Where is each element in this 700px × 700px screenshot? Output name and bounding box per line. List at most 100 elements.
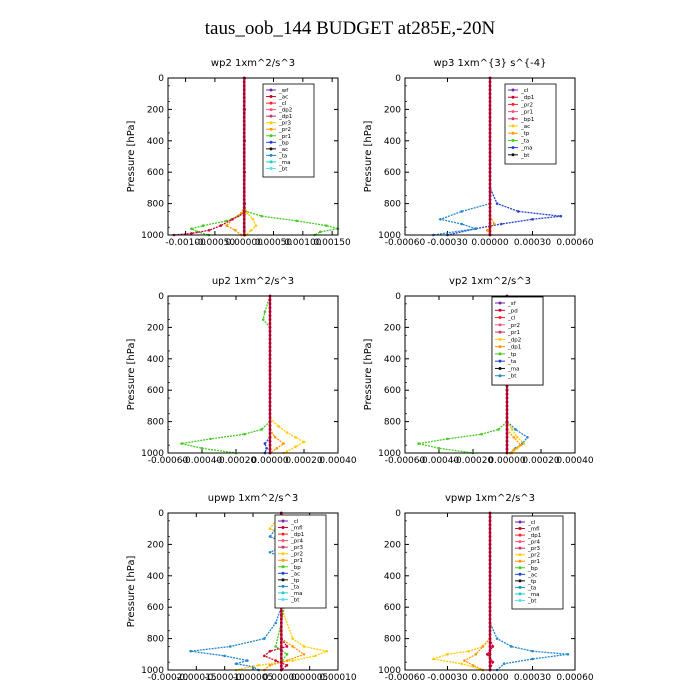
y-tick-label: 0	[158, 509, 164, 519]
legend-marker	[269, 95, 273, 99]
profile-marker	[268, 345, 272, 349]
y-tick-label: 600	[384, 603, 401, 613]
profile-marker	[242, 221, 246, 225]
data-point	[294, 445, 297, 449]
legend-marker	[281, 591, 285, 595]
x-tick-label: 0.00040	[319, 456, 356, 466]
profile-marker	[268, 357, 272, 361]
panel-title: vp2 1xm^2/s^3	[449, 276, 531, 287]
profile-marker	[268, 435, 272, 439]
profile-marker	[242, 115, 246, 119]
data-point	[514, 428, 517, 431]
data-point	[263, 442, 267, 445]
profile-marker	[268, 341, 272, 345]
profile-marker	[268, 318, 272, 321]
legend-marker	[269, 88, 273, 92]
profile-marker	[488, 590, 492, 593]
plot-frame	[167, 295, 339, 454]
legend-entry: _ta	[290, 584, 299, 590]
profile-marker	[268, 361, 272, 365]
legend-marker	[498, 345, 502, 349]
profile-marker	[505, 420, 509, 423]
data-point	[200, 446, 204, 450]
profile-marker	[505, 447, 509, 451]
legend-entry: _ac	[278, 147, 288, 153]
x-tick-label: 0.00150	[314, 238, 351, 248]
profile-marker	[488, 166, 492, 170]
legend-marker	[498, 323, 502, 327]
data-point	[417, 442, 420, 445]
profile-marker	[505, 431, 509, 435]
profile-marker	[505, 384, 509, 388]
profile-marker	[488, 147, 492, 151]
profile-marker	[279, 637, 283, 640]
profile-marker	[242, 147, 246, 151]
data-point	[285, 663, 289, 667]
profile-marker	[242, 119, 246, 123]
data-point	[460, 210, 463, 213]
profile-marker	[242, 92, 246, 96]
profile-marker	[279, 660, 283, 664]
legend-marker	[518, 520, 522, 524]
y-tick-label: 800	[147, 418, 164, 428]
profile-marker	[242, 178, 246, 182]
legend-marker	[518, 533, 522, 537]
y-tick-label: 200	[384, 105, 401, 115]
profile-marker	[279, 648, 283, 652]
data-point	[510, 428, 514, 431]
data-point	[285, 645, 289, 648]
profile-marker	[488, 570, 492, 574]
data-point	[261, 318, 265, 321]
y-tick-label: 600	[147, 386, 164, 396]
x-tick-label: 0.00040	[556, 456, 593, 466]
profile-marker	[242, 127, 246, 131]
panel-title: upwp 1xm^2/s^3	[208, 493, 298, 504]
legend-entry: _mfl	[290, 526, 303, 532]
x-tick-label: -0.00050	[195, 238, 236, 248]
profile-marker	[268, 302, 272, 306]
profile-marker	[242, 182, 246, 186]
profile-marker	[488, 543, 492, 546]
legend-entry: _pr1	[290, 558, 303, 564]
panel-title: wp2 1xm^2/s^3	[211, 58, 295, 69]
legend-entry: _cl	[278, 101, 287, 107]
legend-entry: _bt	[278, 166, 288, 172]
legend: _sf_pd _cl_pr2_pr1_dp2 _dp1_tp_ta_ma _bt	[491, 296, 544, 386]
profile-marker	[488, 80, 492, 84]
data-point	[223, 654, 226, 658]
profile-marker	[279, 652, 283, 656]
profile-marker	[242, 100, 246, 103]
legend-entry: _sf	[507, 301, 517, 307]
data-point	[500, 222, 503, 226]
data-point	[491, 645, 495, 648]
legend-entry: _dp1	[290, 532, 304, 538]
x-tick-label: -0.00020	[216, 456, 257, 466]
data-point	[481, 645, 485, 648]
y-tick-label: 1000	[141, 449, 164, 459]
profile-marker	[242, 210, 246, 213]
data-point	[209, 437, 212, 441]
data-point	[246, 659, 249, 662]
data-point	[460, 662, 463, 666]
legend-entry: _ta	[507, 359, 516, 365]
data-point	[249, 228, 253, 232]
y-axis-label: Pressure [hPa]	[363, 339, 374, 411]
data-point	[277, 425, 280, 428]
x-tick-label: 0.00020	[285, 456, 322, 466]
profile-marker	[505, 443, 509, 447]
legend-marker	[269, 101, 273, 105]
profile-marker	[242, 96, 246, 100]
legend-entry: _pd	[507, 308, 518, 314]
data-point	[446, 437, 449, 441]
y-tick-label: 800	[147, 635, 164, 645]
data-point	[254, 224, 258, 227]
profile-marker	[488, 539, 492, 542]
data-point	[319, 230, 322, 234]
profile-marker	[242, 174, 246, 178]
series-line	[506, 428, 522, 454]
profile-marker	[488, 108, 492, 111]
legend-marker	[518, 546, 522, 550]
data-point	[274, 659, 277, 662]
legend-marker	[511, 153, 515, 157]
data-point	[566, 653, 570, 656]
